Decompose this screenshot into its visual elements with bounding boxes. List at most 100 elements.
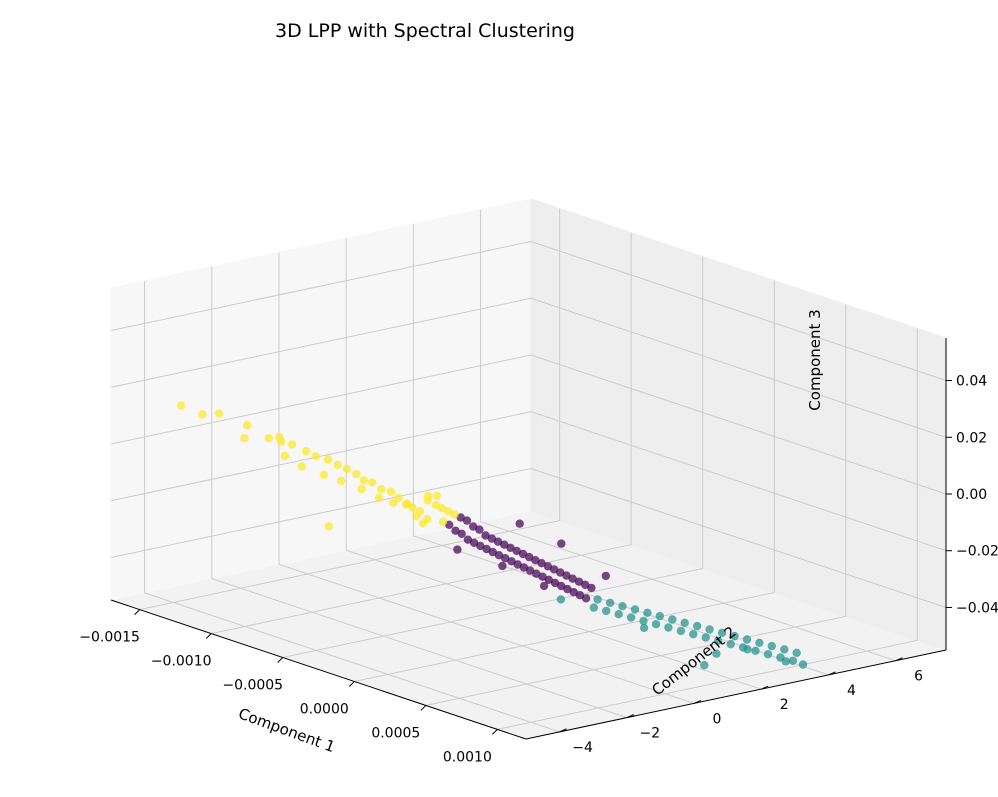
- x-tick-label: −0.0010: [151, 654, 212, 670]
- data-point: [177, 401, 186, 410]
- data-point: [726, 640, 735, 649]
- data-point: [755, 638, 764, 647]
- z-gridline: [110, 240, 947, 381]
- x-tick-label: −0.0015: [79, 630, 140, 646]
- x-tick: [205, 633, 212, 639]
- data-point: [581, 594, 591, 603]
- data-point: [507, 557, 516, 566]
- y-tick: [693, 699, 702, 704]
- z-tick-label: −0.02: [956, 544, 998, 560]
- x-gridline: [425, 304, 847, 706]
- data-point: [475, 525, 484, 534]
- data-point: [513, 560, 522, 569]
- data-point: [423, 496, 432, 505]
- data-point: [676, 626, 686, 636]
- data-point: [462, 516, 472, 525]
- data-point: [438, 517, 448, 526]
- data-point: [738, 643, 748, 652]
- y-tick-label: −4: [572, 740, 593, 756]
- x-gridline: [497, 328, 918, 730]
- data-point: [563, 584, 572, 594]
- data-point: [275, 432, 284, 442]
- data-point: [651, 620, 661, 629]
- data-point: [431, 501, 441, 510]
- data-point: [525, 566, 535, 575]
- data-point: [705, 625, 714, 634]
- data-point: [751, 646, 760, 655]
- data-point: [214, 409, 224, 418]
- data-point: [450, 510, 459, 519]
- data-point: [689, 630, 698, 639]
- x-tick: [134, 609, 140, 615]
- data-point: [730, 631, 739, 641]
- data-point: [763, 650, 773, 659]
- data-point: [525, 552, 534, 562]
- y-gridline: [345, 238, 762, 690]
- data-point: [618, 602, 627, 611]
- data-point: [556, 595, 566, 604]
- data-point: [714, 636, 723, 645]
- data-point: [342, 464, 351, 474]
- data-point: [531, 556, 540, 565]
- data-point: [402, 499, 412, 508]
- data-point: [780, 645, 789, 654]
- data-point: [494, 551, 504, 560]
- y-gridline: [480, 209, 896, 662]
- y-tick-label: 6: [914, 669, 923, 685]
- x-gridline: [211, 232, 632, 635]
- data-point: [543, 562, 553, 571]
- z-gridline: [110, 297, 947, 438]
- data-point: [518, 549, 528, 559]
- data-point: [506, 543, 515, 552]
- data-point: [655, 611, 664, 621]
- data-point: [324, 522, 333, 531]
- data-point: [498, 561, 507, 571]
- data-point: [643, 608, 652, 617]
- data-points: [177, 401, 808, 670]
- x-gridline: [354, 280, 775, 682]
- data-point: [544, 575, 553, 584]
- y-tick: [626, 714, 634, 719]
- data-point: [319, 470, 328, 480]
- data-point: [630, 605, 640, 614]
- tick-labels: −0.0015 −0.0010 −0.0005 0.0000 0.0005 0.0010 −…: [79, 374, 998, 766]
- x-tick: [420, 705, 427, 711]
- y-tick: [895, 657, 903, 662]
- data-point: [198, 410, 207, 419]
- x-tick: [277, 657, 284, 663]
- data-point: [742, 635, 752, 644]
- data-point: [445, 520, 454, 529]
- data-point: [469, 538, 479, 547]
- data-point: [626, 613, 636, 622]
- data-point: [680, 618, 689, 627]
- z-gridline: [110, 411, 947, 552]
- x-tick-label: 0.0000: [300, 701, 349, 717]
- data-point: [515, 519, 524, 528]
- data-point: [587, 583, 596, 593]
- z-tick-label: 0.04: [956, 374, 987, 390]
- y-tick-label: 2: [780, 697, 789, 713]
- x-axis-line: [110, 599, 527, 740]
- y-gridline: [278, 252, 695, 704]
- data-point: [581, 580, 590, 589]
- data-point: [457, 529, 466, 538]
- data-point: [574, 577, 584, 586]
- data-point: [569, 588, 578, 597]
- data-point: [776, 653, 785, 662]
- data-point: [487, 534, 497, 543]
- data-point: [336, 476, 346, 486]
- data-point: [386, 487, 396, 496]
- data-point: [557, 539, 566, 548]
- data-point: [568, 574, 577, 583]
- x-tick-label: 0.0010: [443, 749, 492, 765]
- x-tick: [348, 681, 355, 687]
- data-point: [602, 606, 611, 616]
- data-point: [451, 526, 460, 535]
- x-tick-label: −0.0005: [222, 678, 283, 694]
- data-point: [423, 514, 432, 524]
- data-point: [601, 571, 610, 581]
- data-point: [693, 621, 702, 631]
- data-point: [668, 615, 677, 624]
- data-point: [767, 641, 776, 651]
- data-point: [700, 661, 709, 670]
